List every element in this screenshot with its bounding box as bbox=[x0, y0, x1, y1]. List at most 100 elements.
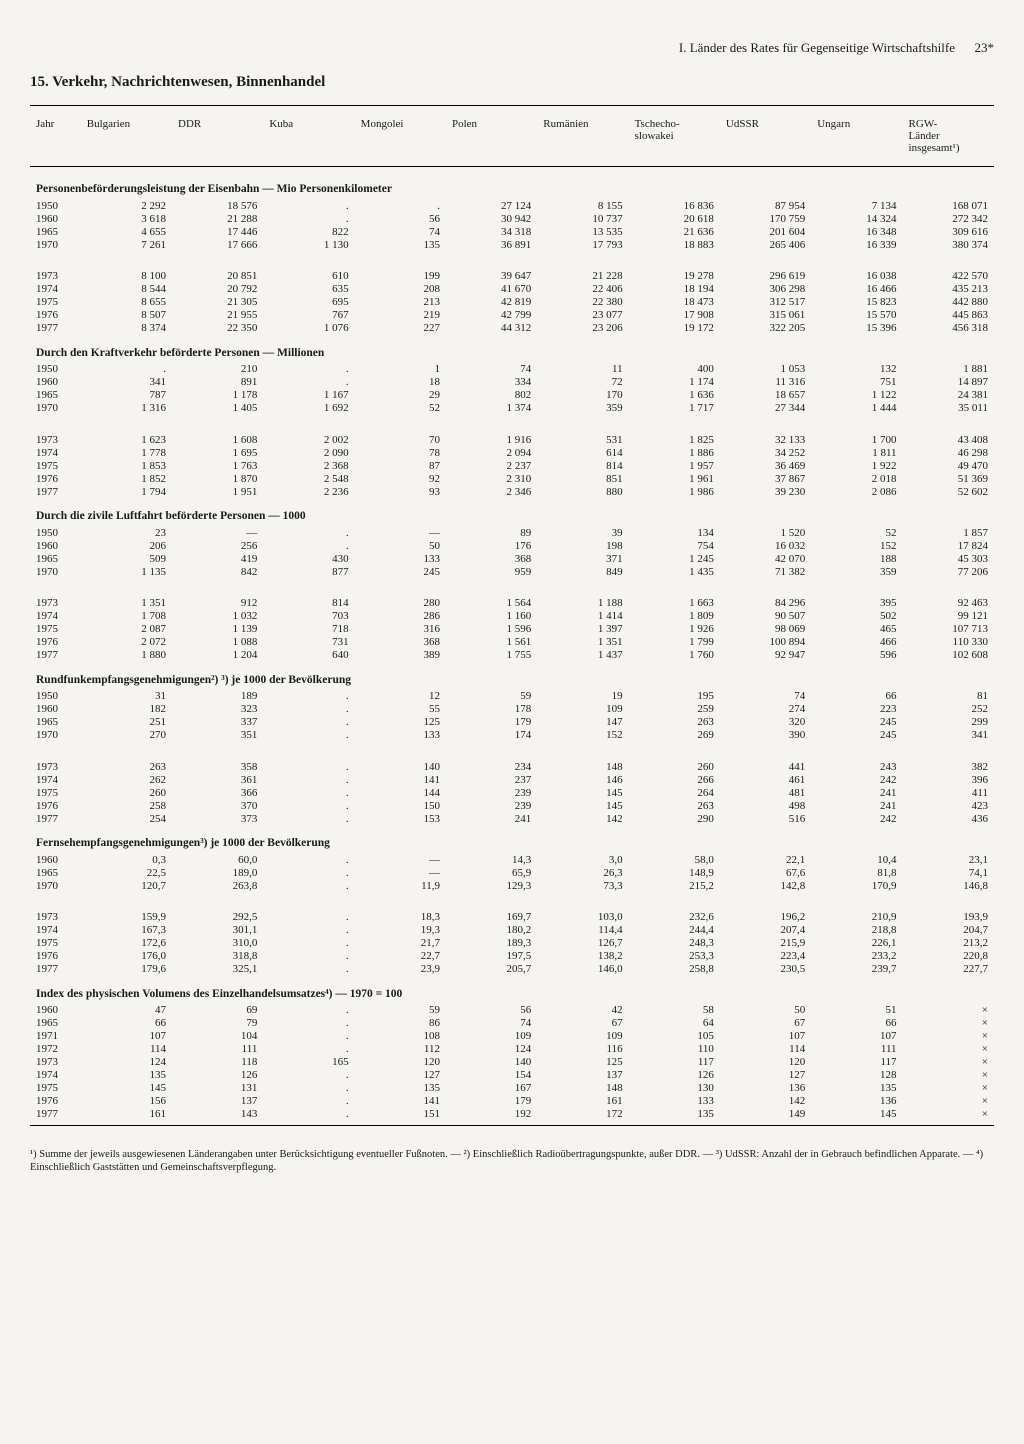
value-cell: 93 bbox=[355, 485, 446, 498]
year-cell: 1975 bbox=[30, 786, 81, 799]
value-cell: 111 bbox=[172, 1043, 263, 1056]
value-cell: . bbox=[263, 879, 354, 892]
value-cell: 1 316 bbox=[81, 402, 172, 415]
value-cell: 21 636 bbox=[629, 225, 720, 238]
value-cell: 1 708 bbox=[81, 610, 172, 623]
value-cell: 124 bbox=[81, 1056, 172, 1069]
value-cell: 260 bbox=[629, 760, 720, 773]
value-cell: 11,9 bbox=[355, 879, 446, 892]
value-cell: 239,7 bbox=[811, 963, 902, 976]
value-cell: 17 908 bbox=[629, 309, 720, 322]
value-cell: 56 bbox=[355, 212, 446, 225]
value-cell: 148 bbox=[537, 760, 628, 773]
data-row: 1977161143.151192172135149145× bbox=[30, 1108, 994, 1121]
value-cell: . bbox=[263, 1030, 354, 1043]
value-cell: 11 bbox=[537, 363, 628, 376]
value-cell: 1 700 bbox=[811, 433, 902, 446]
value-cell: 74,1 bbox=[903, 866, 994, 879]
table-body: Personenbeförderungsleistung der Eisenba… bbox=[30, 162, 994, 1121]
value-cell: 502 bbox=[811, 610, 902, 623]
value-cell: . bbox=[263, 911, 354, 924]
data-row: 19701 3161 4051 692521 3743591 71727 344… bbox=[30, 402, 994, 415]
data-row: 1977179,6325,1.23,9205,7146,0258,8230,52… bbox=[30, 963, 994, 976]
data-table: JahrBulgarienDDRKubaMongoleiPolenRumänie… bbox=[30, 110, 994, 1121]
data-row: 19603 61821 288.5630 94210 73720 618170 … bbox=[30, 212, 994, 225]
value-cell: 263 bbox=[629, 799, 720, 812]
value-cell: 109 bbox=[537, 703, 628, 716]
value-cell: 20 851 bbox=[172, 270, 263, 283]
value-cell: 610 bbox=[263, 270, 354, 283]
value-cell: 193,9 bbox=[903, 911, 994, 924]
value-cell: 110 bbox=[629, 1043, 720, 1056]
value-cell: 145 bbox=[81, 1082, 172, 1095]
value-cell: . bbox=[263, 1095, 354, 1108]
value-cell: 148 bbox=[537, 1082, 628, 1095]
value-cell: 182 bbox=[81, 703, 172, 716]
value-cell: 227,7 bbox=[903, 963, 994, 976]
data-row: 196522,5189,0.—65,926,3148,967,681,874,1 bbox=[30, 866, 994, 879]
value-cell: 315 061 bbox=[720, 309, 811, 322]
value-cell: 254 bbox=[81, 812, 172, 825]
year-cell: 1965 bbox=[30, 866, 81, 879]
value-cell: 127 bbox=[355, 1069, 446, 1082]
value-cell: 66 bbox=[81, 1017, 172, 1030]
year-cell: 1977 bbox=[30, 649, 81, 662]
year-cell: 1965 bbox=[30, 225, 81, 238]
year-cell: 1975 bbox=[30, 623, 81, 636]
value-cell: 67 bbox=[720, 1017, 811, 1030]
value-cell: 259 bbox=[629, 703, 720, 716]
value-cell: 8 374 bbox=[81, 322, 172, 335]
value-cell: 141 bbox=[355, 773, 446, 786]
value-cell: 516 bbox=[720, 812, 811, 825]
value-cell: 20 792 bbox=[172, 283, 263, 296]
value-cell: 237 bbox=[446, 773, 537, 786]
value-cell: 8 655 bbox=[81, 296, 172, 309]
value-cell: 290 bbox=[629, 812, 720, 825]
value-cell: 1 351 bbox=[81, 597, 172, 610]
bottom-rule bbox=[30, 1125, 994, 1126]
value-cell: 114,4 bbox=[537, 924, 628, 937]
year-cell: 1960 bbox=[30, 703, 81, 716]
value-cell: 180,2 bbox=[446, 924, 537, 937]
data-row: 19741 7781 6952 090782 0946141 88634 252… bbox=[30, 446, 994, 459]
value-cell: 2 018 bbox=[811, 472, 902, 485]
value-cell: 87 bbox=[355, 459, 446, 472]
value-cell: 814 bbox=[263, 597, 354, 610]
value-cell: 137 bbox=[537, 1069, 628, 1082]
value-cell: 18 bbox=[355, 376, 446, 389]
page-number: 23* bbox=[975, 40, 995, 55]
value-cell: 147 bbox=[537, 716, 628, 729]
value-cell: 396 bbox=[903, 773, 994, 786]
value-cell: 138,2 bbox=[537, 950, 628, 963]
value-cell: 109 bbox=[446, 1030, 537, 1043]
value-cell: 149 bbox=[720, 1108, 811, 1121]
value-cell: 1 032 bbox=[172, 610, 263, 623]
value-cell: 86 bbox=[355, 1017, 446, 1030]
value-cell: 17 666 bbox=[172, 238, 263, 251]
value-cell: 148,9 bbox=[629, 866, 720, 879]
year-cell: 1976 bbox=[30, 950, 81, 963]
value-cell: 370 bbox=[172, 799, 263, 812]
value-cell: 2 346 bbox=[446, 485, 537, 498]
value-cell: 227 bbox=[355, 322, 446, 335]
year-cell: 1973 bbox=[30, 433, 81, 446]
col-header: Mongolei bbox=[355, 110, 446, 162]
value-cell: 248,3 bbox=[629, 937, 720, 950]
value-cell: 14 897 bbox=[903, 376, 994, 389]
data-row: 19762 0721 0887313681 5611 3511 799100 8… bbox=[30, 636, 994, 649]
value-cell: 731 bbox=[263, 636, 354, 649]
value-cell: 7 261 bbox=[81, 238, 172, 251]
value-cell: 81,8 bbox=[811, 866, 902, 879]
value-cell: 21 955 bbox=[172, 309, 263, 322]
value-cell: 456 318 bbox=[903, 322, 994, 335]
value-cell: 18 576 bbox=[172, 199, 263, 212]
value-cell: 219 bbox=[355, 309, 446, 322]
value-cell: 64 bbox=[629, 1017, 720, 1030]
value-cell: 176,0 bbox=[81, 950, 172, 963]
value-cell: 161 bbox=[81, 1108, 172, 1121]
value-cell: 323 bbox=[172, 703, 263, 716]
data-row: 195023—.—89391341 520521 857 bbox=[30, 526, 994, 539]
value-cell: 118 bbox=[172, 1056, 263, 1069]
value-cell: 359 bbox=[811, 565, 902, 578]
value-cell: 150 bbox=[355, 799, 446, 812]
